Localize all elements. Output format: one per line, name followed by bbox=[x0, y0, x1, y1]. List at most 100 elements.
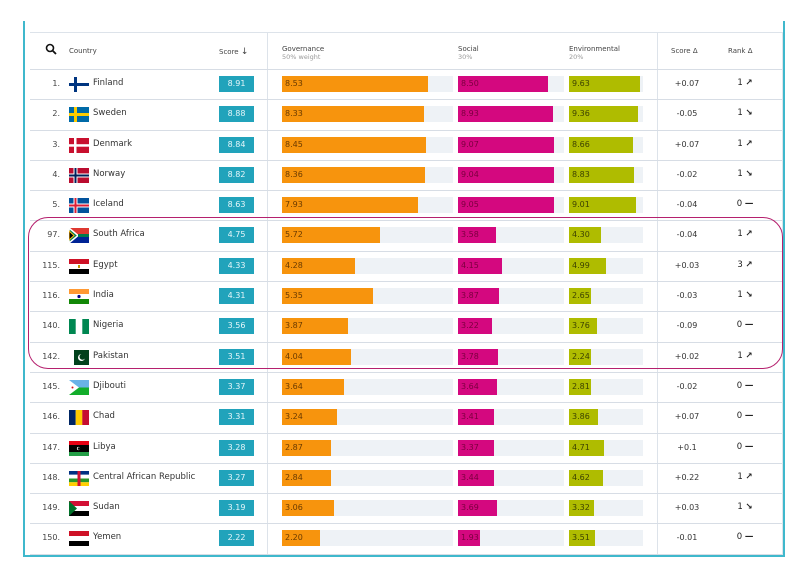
env-track: 2.24 bbox=[569, 348, 643, 365]
flag-no-icon bbox=[69, 167, 89, 183]
header-governance[interactable]: Governance 50% weight bbox=[282, 45, 324, 61]
rank-delta: 0 — bbox=[720, 381, 770, 391]
country-name[interactable]: Finland bbox=[93, 78, 124, 88]
divider bbox=[657, 33, 658, 555]
env-bar: 8.66 bbox=[569, 136, 634, 153]
arrow-up-right-icon: ↗ bbox=[745, 471, 753, 482]
rank: 142. bbox=[42, 351, 60, 361]
country-name[interactable]: Norway bbox=[93, 168, 126, 179]
country-name[interactable]: Libya bbox=[93, 441, 116, 452]
social-weight: 30% bbox=[458, 53, 473, 61]
country-name[interactable]: Chad bbox=[93, 411, 115, 422]
gov-track: 2.87 bbox=[282, 439, 453, 456]
arrow-down-right-icon: ↘ bbox=[745, 108, 753, 119]
score-delta: -0.04 bbox=[676, 200, 698, 210]
env-track: 3.86 bbox=[569, 409, 643, 426]
country-name[interactable]: Pakistan bbox=[93, 350, 129, 361]
score-delta: -0.04 bbox=[676, 230, 698, 240]
gov-track: 7.93 bbox=[282, 197, 453, 214]
table-row[interactable]: 115. Egypt 4.33 4.28 4.15 4.99 +0.03 3 ↗ bbox=[30, 252, 782, 283]
soc-bar: 3.41 bbox=[458, 409, 495, 426]
env-track: 2.81 bbox=[569, 378, 643, 395]
gov-bar: 3.87 bbox=[282, 318, 349, 335]
arrow-down-right-icon: ↘ bbox=[745, 290, 753, 301]
country-name[interactable]: Central African Republic bbox=[93, 471, 196, 482]
soc-track: 9.07 bbox=[458, 136, 564, 153]
env-track: 3.76 bbox=[569, 318, 643, 335]
score-delta: +0.03 bbox=[674, 260, 700, 270]
score-badge: 2.22 bbox=[219, 530, 254, 547]
table-row[interactable]: 97. South Africa 4.75 5.72 3.58 4.30 -0.04… bbox=[30, 221, 782, 252]
flag-fi-icon bbox=[69, 77, 89, 92]
country-name[interactable]: Egypt bbox=[93, 259, 118, 270]
country-name[interactable]: Denmark bbox=[93, 138, 133, 149]
dash-icon: — bbox=[744, 320, 754, 331]
score-delta: +0.07 bbox=[674, 412, 700, 422]
table-row[interactable]: 148. Central African Republic 3.27 2.84 3… bbox=[30, 464, 782, 495]
header-score[interactable]: Score ↓ bbox=[219, 47, 248, 57]
table-row[interactable]: 146. Chad 3.31 3.24 3.41 3.86 +0.07 0 — bbox=[30, 403, 782, 434]
header-score-delta[interactable]: Score Δ bbox=[671, 47, 698, 55]
country-name[interactable]: Yemen bbox=[93, 532, 122, 543]
rank-delta: 3 ↗ bbox=[720, 260, 770, 270]
arrow-down-right-icon: ↘ bbox=[745, 168, 753, 179]
soc-bar: 9.04 bbox=[458, 166, 554, 183]
country-name[interactable]: Djibouti bbox=[93, 380, 126, 391]
table-row[interactable]: 4. Norway 8.82 8.36 9.04 8.83 -0.02 1 ↘ bbox=[30, 161, 782, 192]
header-social[interactable]: Social 30% bbox=[458, 45, 479, 61]
country-name[interactable]: South Africa bbox=[93, 229, 145, 240]
dash-icon: — bbox=[744, 532, 754, 543]
rank: 116. bbox=[42, 291, 60, 301]
country-name[interactable]: India bbox=[93, 290, 114, 301]
table-row[interactable]: 147. Libya 3.28 2.87 3.37 4.71 +0.1 0 — bbox=[30, 434, 782, 464]
country-name[interactable]: Sudan bbox=[93, 502, 120, 513]
rank: 97. bbox=[47, 230, 60, 240]
score-badge: 3.51 bbox=[219, 348, 254, 365]
gov-bar: 3.24 bbox=[282, 409, 338, 426]
dash-icon: — bbox=[744, 441, 754, 452]
soc-track: 3.69 bbox=[458, 500, 564, 517]
table-row[interactable]: 150. Yemen 2.22 2.20 1.93 3.51 -0.01 0 — bbox=[30, 524, 782, 555]
rank-delta-value: 1 bbox=[737, 108, 743, 119]
table-row[interactable]: 116. India 4.31 5.35 3.87 2.65 -0.03 1 ↘ bbox=[30, 282, 782, 313]
header-rank-delta[interactable]: Rank Δ bbox=[728, 47, 753, 55]
governance-weight: 50% weight bbox=[282, 53, 321, 61]
dash-icon: — bbox=[744, 380, 754, 391]
rank-delta-value: 1 bbox=[737, 350, 743, 361]
gov-bar: 8.33 bbox=[282, 106, 425, 123]
score-delta: +0.22 bbox=[674, 472, 700, 482]
arrow-up-right-icon: ↗ bbox=[745, 78, 753, 88]
soc-track: 1.93 bbox=[458, 530, 564, 547]
table-row[interactable]: 2. Sweden 8.88 8.33 8.93 9.36 -0.05 1 ↘ bbox=[30, 100, 782, 131]
env-track: 4.71 bbox=[569, 439, 643, 456]
score-badge: 4.75 bbox=[219, 227, 254, 244]
dash-icon: — bbox=[744, 411, 754, 422]
score-delta: -0.09 bbox=[676, 321, 698, 331]
search-icon[interactable] bbox=[45, 43, 57, 57]
score-badge: 3.56 bbox=[219, 318, 254, 335]
rank: 150. bbox=[42, 533, 60, 543]
header-environmental[interactable]: Environmental 20% bbox=[569, 45, 620, 61]
env-bar: 3.51 bbox=[569, 530, 595, 547]
soc-bar: 3.78 bbox=[458, 348, 499, 365]
score-delta: +0.03 bbox=[674, 503, 700, 513]
soc-bar: 3.87 bbox=[458, 288, 500, 305]
table-row[interactable]: 149. Sudan 3.19 3.06 3.69 3.32 +0.03 1 ↘ bbox=[30, 494, 782, 525]
country-name[interactable]: Sweden bbox=[93, 108, 127, 119]
table-row[interactable]: 5. Iceland 8.63 7.93 9.05 9.01 -0.04 0 — bbox=[30, 191, 782, 222]
soc-track: 3.41 bbox=[458, 409, 564, 426]
table-row[interactable]: 142. Pakistan 3.51 4.04 3.78 2.24 +0.02 1 … bbox=[30, 343, 782, 373]
header-country[interactable]: Country bbox=[69, 47, 97, 55]
table-row[interactable]: 1. Finland 8.91 8.53 8.50 9.63 +0.07 1 ↗ bbox=[30, 70, 782, 101]
arrow-up-right-icon: ↗ bbox=[745, 229, 753, 240]
table-row[interactable]: 3. Denmark 8.84 8.45 9.07 8.66 +0.07 1 ↗ bbox=[30, 131, 782, 161]
table-row[interactable]: 140. Nigeria 3.56 3.87 3.22 3.76 -0.09 0 — bbox=[30, 312, 782, 343]
soc-bar: 3.58 bbox=[458, 227, 496, 244]
header-environmental-label: Environmental bbox=[569, 45, 620, 53]
country-name[interactable]: Nigeria bbox=[93, 320, 124, 331]
rank: 148. bbox=[42, 472, 60, 482]
env-track: 8.66 bbox=[569, 136, 643, 153]
rank: 146. bbox=[42, 412, 60, 422]
country-name[interactable]: Iceland bbox=[93, 199, 124, 210]
table-row[interactable]: 145. Djibouti 3.37 3.64 3.64 2.81 -0.02 0 … bbox=[30, 373, 782, 404]
